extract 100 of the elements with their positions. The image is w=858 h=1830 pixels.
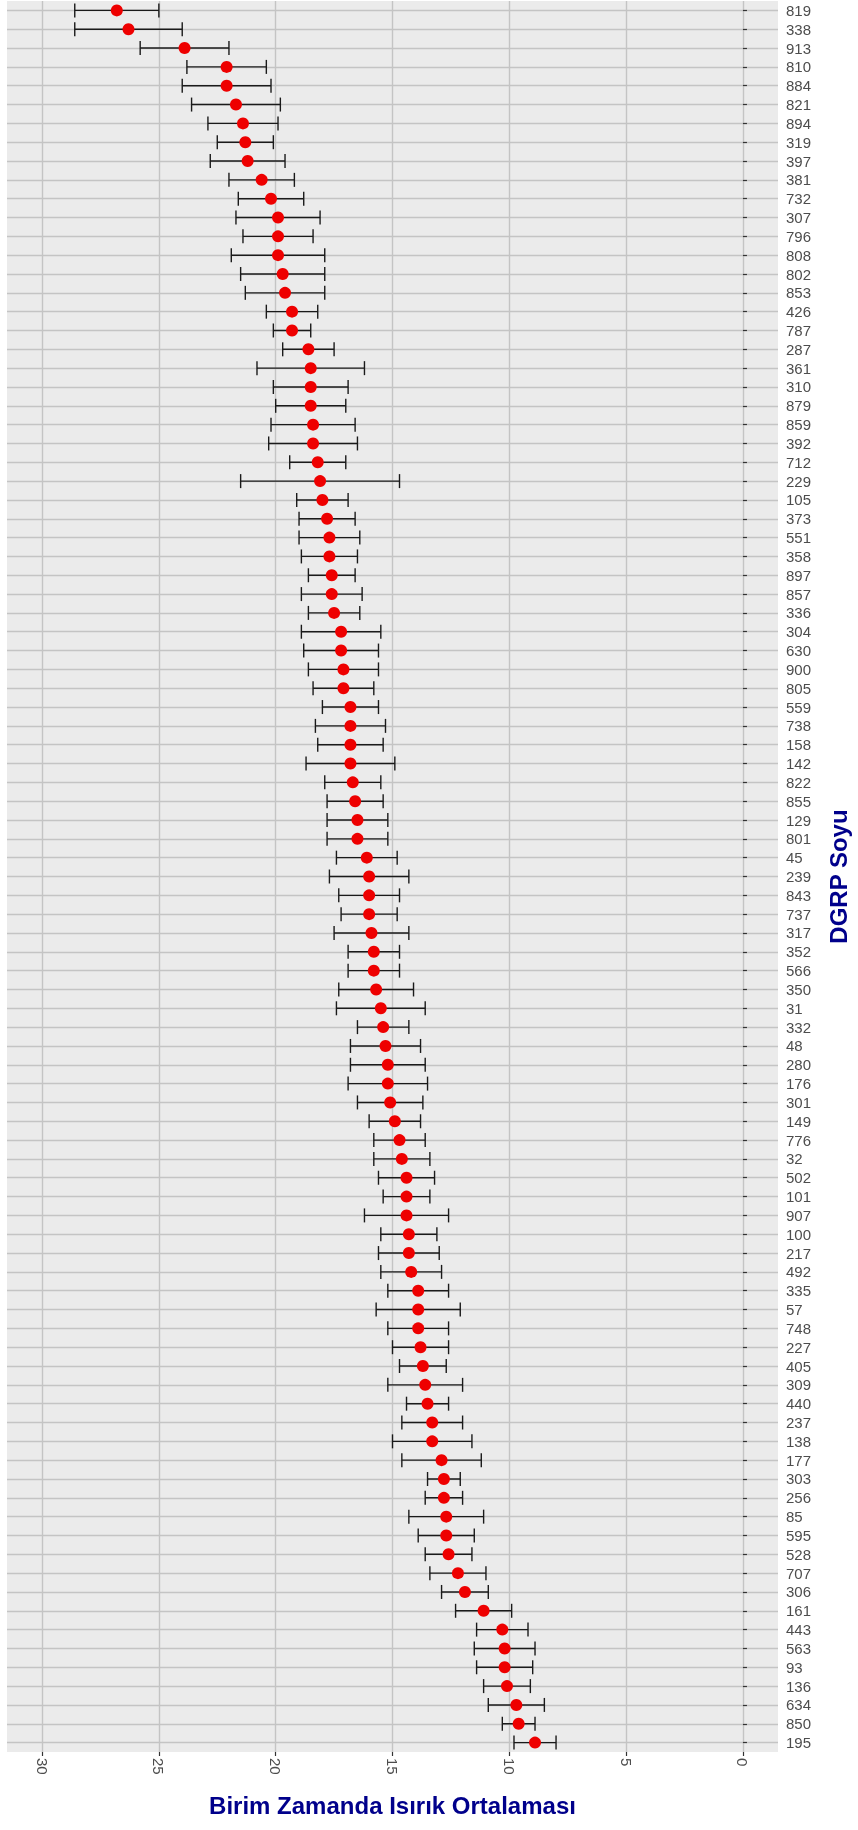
y-tick-label: 310 — [786, 378, 812, 396]
y-tick-label: 566 — [786, 962, 812, 980]
y-tick-label: 443 — [786, 1621, 812, 1639]
y-tick-label: 142 — [786, 755, 812, 773]
y-tick-label: 85 — [786, 1508, 803, 1526]
y-tick-label: 879 — [786, 397, 812, 415]
y-tick-label: 358 — [786, 547, 812, 565]
y-tick-label: 361 — [786, 359, 812, 377]
y-tick-label: 319 — [786, 133, 812, 151]
y-tick-label: 307 — [786, 209, 812, 227]
y-tick-label: 237 — [786, 1414, 812, 1432]
y-tick-label: 239 — [786, 868, 812, 885]
y-tick-label: 859 — [786, 416, 812, 434]
y-tick-label: 802 — [786, 265, 812, 283]
y-tick-label: 805 — [786, 679, 812, 697]
y-tick-label: 857 — [786, 585, 812, 603]
y-tick-label: 280 — [786, 1056, 812, 1074]
y-tick-label: 492 — [786, 1263, 812, 1281]
y-tick-label: 738 — [786, 717, 812, 735]
y-tick-label: 440 — [786, 1395, 812, 1413]
y-tick-label: 907 — [786, 1206, 812, 1224]
y-tick-label: 287 — [786, 340, 812, 358]
y-tick-label: 217 — [786, 1244, 812, 1262]
y-tick-label: 737 — [786, 905, 812, 923]
y-tick-label: 136 — [786, 1677, 812, 1695]
y-tick-label: 822 — [786, 773, 812, 791]
y-tick-label: 821 — [786, 96, 812, 114]
y-tick-label: 100 — [786, 1225, 812, 1243]
y-tick-label: 32 — [786, 1150, 803, 1168]
y-tick-label: 595 — [786, 1526, 812, 1544]
y-tick-label: 796 — [786, 227, 812, 245]
x-tick-label: 25 — [150, 1758, 168, 1775]
y-tick-label: 850 — [786, 1715, 812, 1733]
y-tick-label: 787 — [786, 321, 812, 339]
y-tick-label: 819 — [786, 1, 812, 19]
y-tick-label: 884 — [786, 77, 812, 95]
y-tick-label: 48 — [786, 1037, 803, 1055]
y-tick-label: 732 — [786, 190, 812, 208]
y-tick-label: 57 — [786, 1301, 803, 1319]
x-tick-label: 20 — [267, 1758, 285, 1775]
y-tick-label: 227 — [786, 1338, 812, 1356]
y-tick-label: 229 — [786, 472, 812, 490]
y-tick-label: 426 — [786, 303, 812, 321]
y-tick-label: 894 — [786, 114, 812, 132]
y-tick-label: 855 — [786, 792, 812, 810]
y-tick-label: 256 — [786, 1489, 812, 1507]
y-tick-label: 45 — [786, 849, 803, 867]
y-tick-label: 559 — [786, 698, 812, 716]
y-tick-label: 317 — [786, 924, 812, 942]
y-tick-label: 304 — [786, 623, 812, 641]
y-tick-label: 810 — [786, 58, 812, 76]
y-tick-label: 853 — [786, 284, 812, 302]
x-tick-label: 5 — [617, 1758, 635, 1767]
y-tick-label: 177 — [786, 1451, 812, 1469]
y-tick-label: 502 — [786, 1169, 812, 1187]
y-tick-label: 551 — [786, 529, 812, 547]
x-tick-label: 15 — [384, 1758, 401, 1775]
y-tick-label: 801 — [786, 830, 812, 848]
y-tick-label: 528 — [786, 1545, 812, 1563]
y-tick-label: 397 — [786, 152, 812, 170]
y-tick-label: 303 — [786, 1470, 812, 1488]
y-axis-title: DGRP Soyu — [824, 809, 852, 944]
y-tick-label: 161 — [786, 1602, 812, 1620]
y-tick-label: 897 — [786, 566, 812, 584]
y-tick-label: 31 — [786, 999, 803, 1017]
y-tick-label: 105 — [786, 491, 812, 509]
y-tick-label: 381 — [786, 171, 812, 189]
y-tick-label: 373 — [786, 510, 812, 528]
y-tick-label: 129 — [786, 811, 812, 829]
y-tick-label: 563 — [786, 1639, 812, 1657]
y-tick-label: 913 — [786, 39, 812, 57]
y-tick-label: 149 — [786, 1112, 812, 1130]
y-tick-label: 808 — [786, 246, 812, 264]
y-tick-label: 158 — [786, 736, 812, 754]
y-tick-label: 748 — [786, 1319, 812, 1337]
y-tick-label: 630 — [786, 642, 812, 660]
y-tick-label: 405 — [786, 1357, 812, 1375]
x-tick-label: 30 — [33, 1758, 51, 1775]
y-tick-label: 392 — [786, 434, 812, 452]
y-tick-label: 712 — [786, 453, 812, 471]
y-tick-label: 176 — [786, 1075, 812, 1093]
y-tick-label: 93 — [786, 1658, 803, 1676]
y-tick-label: 336 — [786, 604, 812, 622]
y-tick-label: 350 — [786, 980, 812, 998]
y-tick-label: 776 — [786, 1131, 812, 1149]
y-tick-label: 352 — [786, 943, 812, 961]
y-tick-label: 634 — [786, 1696, 812, 1714]
y-tick-label: 306 — [786, 1583, 812, 1601]
y-tick-label: 332 — [786, 1018, 812, 1036]
y-tick-label: 301 — [786, 1093, 812, 1111]
y-tick-label: 843 — [786, 886, 812, 904]
y-tick-label: 101 — [786, 1188, 812, 1206]
y-tick-label: 338 — [786, 20, 812, 38]
x-tick-label: 10 — [500, 1758, 518, 1775]
x-tick-label: 0 — [734, 1758, 752, 1767]
y-tick-label: 138 — [786, 1432, 812, 1450]
y-tick-label: 900 — [786, 660, 812, 678]
y-tick-label: 309 — [786, 1376, 812, 1394]
y-tick-label: 195 — [786, 1734, 812, 1752]
y-tick-label: 335 — [786, 1282, 812, 1300]
